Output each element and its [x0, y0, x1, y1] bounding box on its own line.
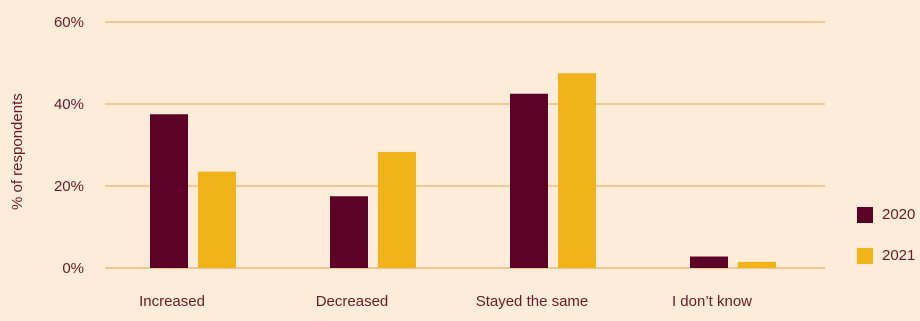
bar-2021-decreased: [378, 151, 416, 268]
y-axis-title: % of respondents: [9, 93, 26, 211]
bar-2020-i-don-t-know: [690, 256, 728, 268]
y-tick-label-20: 20%: [54, 178, 84, 195]
y-tick-label-40: 40%: [54, 96, 84, 113]
y-tick-label-60: 60%: [54, 14, 84, 31]
legend-swatch-2020: [857, 206, 873, 223]
bar-2020-increased: [150, 114, 188, 268]
x-tick-label-increased: Increased: [139, 293, 205, 310]
x-tick-label-decreased: Decreased: [316, 293, 389, 310]
bar-2020-stayed-the-same: [510, 93, 548, 268]
bar-2021-i-don-t-know: [738, 261, 776, 268]
bar-2020-decreased: [330, 196, 368, 268]
legend-swatch-2021: [857, 247, 873, 264]
legend-label-2021: 2021: [882, 247, 916, 264]
legend-item-2021: 2021: [857, 247, 915, 264]
legend-label-2020: 2020: [882, 206, 916, 223]
y-tick-label-0: 0%: [62, 260, 84, 277]
x-tick-label-i-don-t-know: I don’t know: [672, 293, 752, 310]
x-tick-label-stayed-the-same: Stayed the same: [476, 293, 589, 310]
bar-2021-increased: [198, 171, 236, 268]
bar-2021-stayed-the-same: [558, 73, 596, 268]
legend-item-2020: 2020: [857, 206, 915, 223]
